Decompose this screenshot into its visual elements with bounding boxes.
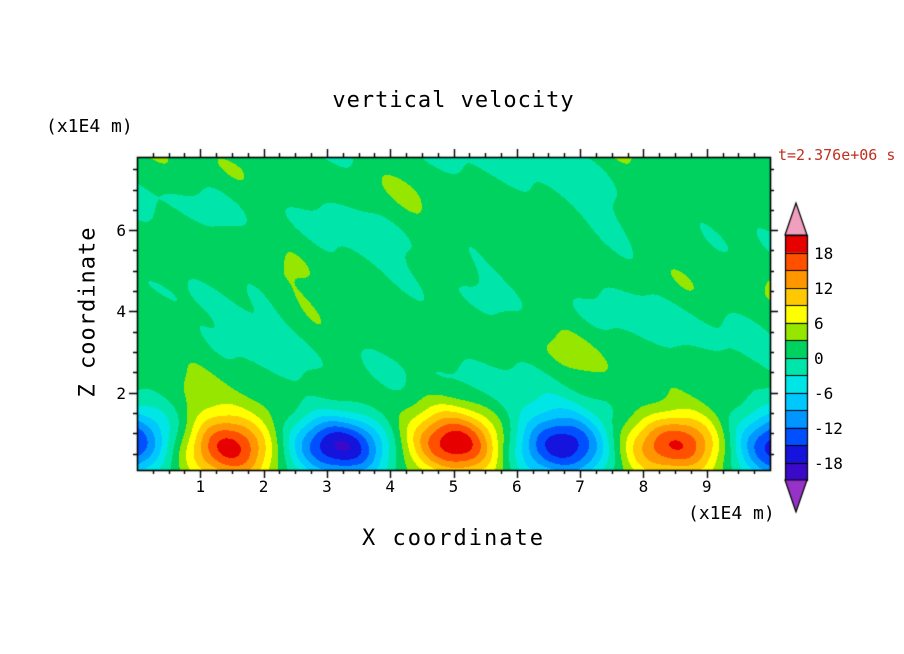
colorbar-label: -18 [814,453,843,473]
colorbar-label: -12 [814,418,843,438]
plot-title: vertical velocity [332,88,575,113]
x-tick-label: 6 [511,477,522,496]
x-tick-label: 7 [575,477,585,496]
colorbar-label: 18 [814,243,834,263]
colorbar-label: -6 [814,383,834,403]
colorbar-label: 6 [814,313,824,333]
x-tick-label: 3 [322,477,332,496]
colorbar-label: 0 [814,348,824,368]
z-tick-label: 2 [116,383,126,403]
x-tick-label: 5 [448,477,459,496]
x-axis-label: X coordinate [362,526,545,551]
z-tick-label: 4 [116,302,126,322]
x-tick-label: 4 [385,477,395,496]
x-tick-label: 1 [195,477,206,496]
x-tick-label: 2 [258,477,269,496]
y-axis-units: (x1E4 m) [46,116,133,137]
x-axis-units: (x1E4 m) [688,503,775,524]
x-tick-label: 8 [638,477,649,496]
colorbar-label: 12 [814,278,834,298]
z-tick-label: 6 [116,221,126,241]
x-tick-label: 9 [701,477,712,496]
time-label: t=2.376e+06 s [778,146,896,164]
